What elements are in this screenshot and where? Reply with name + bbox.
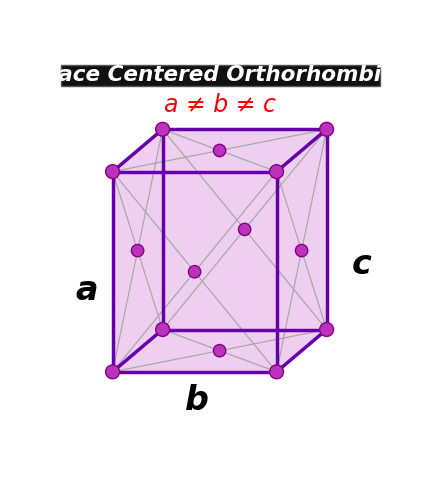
Circle shape xyxy=(213,344,226,357)
Circle shape xyxy=(319,322,334,336)
Circle shape xyxy=(156,322,169,336)
Circle shape xyxy=(319,122,334,136)
Text: Face Centered Orthorhombic: Face Centered Orthorhombic xyxy=(46,66,394,86)
Polygon shape xyxy=(113,130,163,372)
Circle shape xyxy=(295,244,308,256)
Text: b: b xyxy=(185,384,209,417)
Circle shape xyxy=(132,244,144,256)
Circle shape xyxy=(106,365,120,379)
Circle shape xyxy=(188,266,201,278)
Circle shape xyxy=(239,223,251,235)
Polygon shape xyxy=(113,172,276,372)
Polygon shape xyxy=(113,130,327,172)
Circle shape xyxy=(213,144,226,156)
Polygon shape xyxy=(276,130,327,372)
Text: c: c xyxy=(351,248,371,280)
Text: a: a xyxy=(76,274,98,308)
FancyBboxPatch shape xyxy=(61,64,380,86)
Polygon shape xyxy=(113,330,327,372)
Circle shape xyxy=(156,122,169,136)
Circle shape xyxy=(270,365,283,379)
Polygon shape xyxy=(163,130,327,330)
Circle shape xyxy=(106,164,120,178)
Text: a ≠ b ≠ c: a ≠ b ≠ c xyxy=(164,92,276,116)
Circle shape xyxy=(270,164,283,178)
